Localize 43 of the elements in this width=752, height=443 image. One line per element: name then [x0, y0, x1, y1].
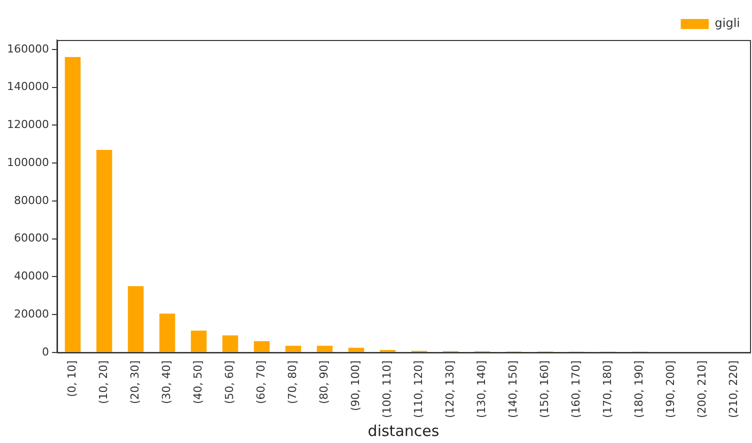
x-tick-label: (70, 80] [286, 360, 300, 404]
y-tick-label: 80000 [14, 194, 49, 207]
x-tick-label: (10, 20] [97, 360, 110, 404]
bar [96, 150, 112, 352]
legend-label: gigli [714, 16, 740, 30]
x-tick-label: (200, 210] [696, 360, 709, 418]
x-tick-label: (100, 110] [380, 360, 394, 418]
x-tick-label: (150, 160] [538, 360, 552, 418]
x-tick-label: (20, 30] [128, 360, 142, 404]
bar [64, 57, 81, 352]
bar [285, 346, 302, 352]
bar [316, 346, 333, 352]
x-tick-label: (160, 170] [570, 360, 583, 418]
x-tick-label: (60, 70] [254, 360, 268, 404]
y-tick-label: 100000 [6, 156, 49, 169]
x-tick-label: (40, 50] [192, 360, 205, 404]
y-tick-label: 40000 [14, 270, 49, 283]
bar [128, 286, 144, 352]
x-tick-label: (170, 180] [601, 360, 614, 418]
x-tick-label: (110, 120] [412, 360, 426, 418]
x-tick-label: (80, 90] [318, 360, 331, 404]
bar [254, 341, 270, 352]
y-tick-label: 160000 [6, 42, 49, 56]
bar [159, 314, 176, 352]
x-tick-label: (120, 130] [444, 360, 457, 418]
x-tick-label: (180, 190] [632, 360, 646, 418]
bar [222, 335, 238, 352]
y-tick-label: 120000 [6, 118, 49, 132]
y-tick-label: 140000 [6, 80, 49, 94]
x-tick-label: (210, 220] [727, 360, 740, 418]
bar [348, 348, 364, 352]
y-tick-label: 0 [42, 345, 49, 358]
x-tick-label: (30, 40] [160, 360, 174, 404]
x-tick-label: (140, 150] [506, 360, 520, 418]
x-axis-title: distances [368, 422, 440, 440]
x-tick-label: (90, 100] [349, 360, 362, 412]
y-tick-label: 20000 [14, 307, 49, 320]
y-tick-label: 60000 [14, 232, 49, 245]
x-tick-label: (190, 200] [664, 360, 678, 418]
bar [190, 330, 207, 352]
x-tick-label: (50, 60] [223, 360, 236, 404]
x-tick-label: (130, 140] [475, 360, 488, 418]
x-tick-label: (0, 10] [66, 360, 79, 398]
